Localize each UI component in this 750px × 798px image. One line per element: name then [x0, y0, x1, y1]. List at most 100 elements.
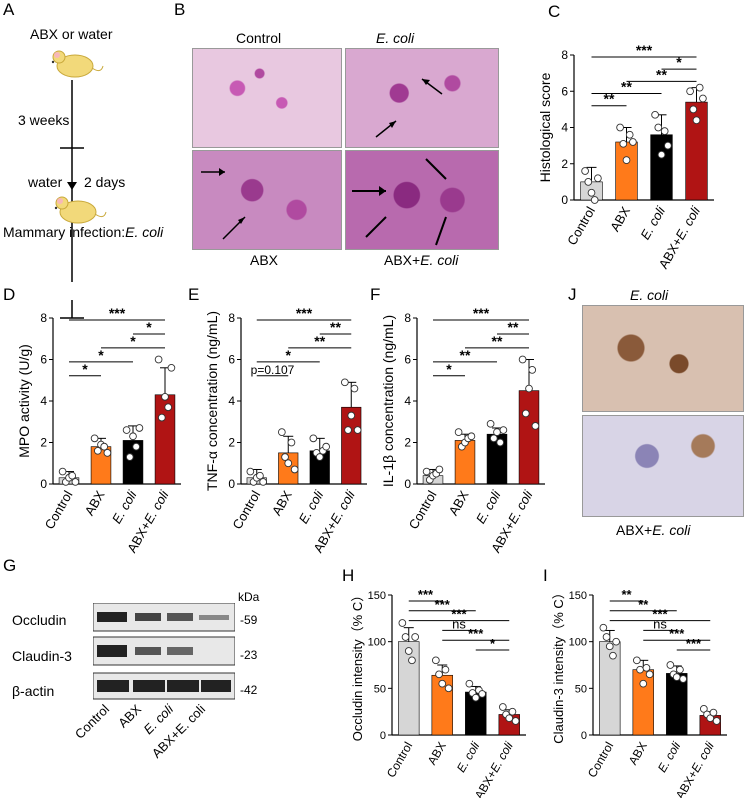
histology-image-ecoli	[345, 48, 499, 148]
significance-label: **	[638, 597, 649, 612]
bar-1	[632, 669, 654, 736]
significance-label: **	[314, 333, 325, 349]
data-point	[587, 188, 596, 197]
data-point	[584, 178, 593, 186]
significance-label: *	[490, 636, 496, 651]
significance-label: ***	[296, 305, 313, 321]
data-point	[129, 432, 137, 441]
data-point	[695, 83, 704, 92]
data-point	[401, 633, 410, 641]
y-tick-label: 150	[368, 590, 386, 602]
significance-label: *	[446, 361, 452, 377]
y-tick-label: 6	[40, 353, 47, 367]
data-point	[505, 714, 514, 723]
histology-image-abx	[192, 150, 342, 250]
data-point	[122, 426, 131, 434]
significance-label: ***	[109, 305, 126, 321]
significance-label: ***	[636, 42, 653, 58]
y-tick-label: 2	[228, 436, 235, 450]
y-tick-label: 100	[368, 637, 386, 649]
x-tick-label: ABX	[425, 740, 449, 768]
data-point	[612, 637, 621, 646]
x-tick-label: Control	[564, 204, 598, 248]
significance-label: *	[286, 347, 292, 363]
data-point	[246, 467, 255, 476]
data-point	[164, 403, 173, 412]
data-point	[499, 426, 508, 434]
significance-label: *	[98, 347, 104, 363]
significance-label: **	[656, 66, 667, 82]
data-point	[93, 446, 102, 455]
data-point	[642, 663, 651, 672]
data-point	[651, 110, 659, 119]
x-tick-label: E. coli	[454, 739, 483, 775]
histology-label-abx-ecoli: ABX+E. coli	[384, 252, 459, 268]
significance-label: **	[460, 347, 471, 363]
x-tick-label: ABX	[626, 740, 650, 768]
y-tick-label: 0	[380, 730, 386, 742]
data-point	[278, 428, 286, 436]
data-point	[672, 673, 681, 681]
data-point	[632, 656, 641, 665]
data-point	[706, 714, 715, 723]
significance-label: p=0.107	[251, 363, 295, 377]
data-point	[341, 378, 349, 387]
y-tick-label: 8	[40, 311, 47, 325]
data-point	[609, 651, 617, 660]
data-point	[496, 438, 505, 447]
significance-label: **	[621, 587, 632, 602]
data-point	[290, 465, 299, 474]
data-point	[499, 703, 507, 711]
data-point	[404, 647, 413, 655]
step-3-weeks: 3 weeks	[18, 112, 70, 128]
x-tick-label: E. coli	[296, 487, 327, 526]
y-tick-label: 0	[561, 193, 568, 207]
data-point	[493, 428, 501, 436]
data-point	[471, 693, 480, 702]
band-label-claudin3: Claudin-3	[12, 648, 72, 664]
blot-image	[93, 603, 235, 700]
data-point	[435, 465, 444, 474]
x-tick-label: Control	[42, 488, 76, 532]
arrow-icon	[352, 158, 447, 246]
chart-panel-c: 0 2 4 6 8 Histological score Control ABX E. coli…	[537, 42, 714, 271]
histology-label-abx: ABX	[250, 252, 279, 268]
y-tick-label: 2	[40, 436, 47, 450]
y-tick-label: 4	[561, 121, 568, 135]
data-point	[594, 174, 602, 183]
x-tick-label: Control	[384, 740, 415, 781]
data-point	[154, 355, 163, 364]
data-point	[590, 196, 599, 204]
data-point	[525, 384, 533, 393]
data-point	[161, 393, 169, 401]
panel-letter-j: J	[568, 285, 577, 304]
data-point	[629, 138, 637, 146]
data-point	[100, 442, 109, 451]
chart-panel-f: 0 2 4 6 8 IL-1β concentration (ng/mL) Control A…	[380, 305, 545, 555]
blot-lane-labels: Control ABX E. coli ABX+E. coli	[72, 702, 208, 761]
data-point	[619, 139, 628, 148]
data-point	[68, 471, 77, 480]
data-point	[679, 675, 688, 683]
chart-panel-d: 0 2 4 6 8 MPO activity (U/g) Control ABX E. coli…	[16, 305, 181, 555]
data-point	[465, 679, 474, 688]
data-point	[281, 453, 289, 461]
significance-label: ***	[652, 607, 668, 622]
significance-label: **	[621, 79, 632, 95]
data-point	[438, 679, 447, 688]
data-point	[645, 670, 654, 679]
significance-label: **	[492, 333, 503, 349]
y-tick-label: 8	[561, 48, 568, 62]
x-tick-label: ABX	[607, 204, 633, 234]
data-point	[259, 478, 268, 486]
y-axis-label: Claudin-3 intensity（% C）	[551, 586, 566, 744]
y-tick-label: 8	[228, 311, 235, 325]
y-tick-label: 150	[569, 590, 587, 602]
data-point	[322, 442, 331, 451]
data-point	[692, 116, 701, 125]
data-point	[699, 705, 708, 713]
data-point	[478, 690, 487, 698]
ihc-label-ecoli: E. coli	[630, 287, 669, 303]
significance-label: ns	[653, 616, 667, 631]
y-axis-label: MPO activity (U/g)	[16, 344, 32, 458]
